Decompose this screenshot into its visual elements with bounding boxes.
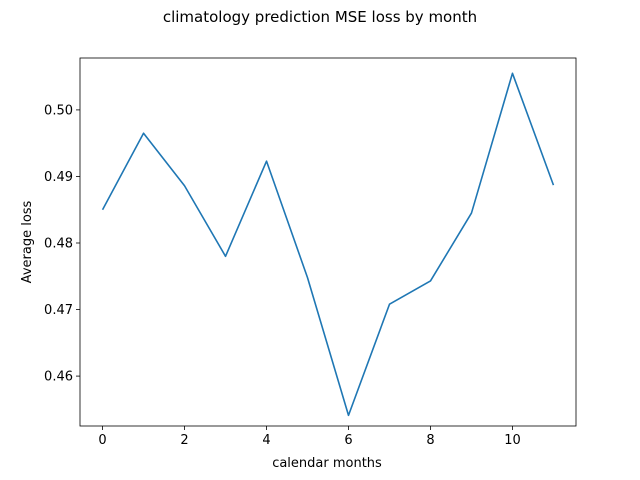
x-axis: 0 2 4 6 8 10 xyxy=(98,426,521,448)
x-tick-label: 0 xyxy=(98,433,106,448)
y-tick-label: 0.50 xyxy=(44,103,73,118)
x-axis-label: calendar months xyxy=(272,456,382,471)
axes-frame xyxy=(79,57,577,427)
x-tick-label: 6 xyxy=(344,433,352,448)
y-tick-label: 0.46 xyxy=(44,370,73,385)
y-tick-label: 0.47 xyxy=(44,303,73,318)
x-tick-label: 8 xyxy=(426,433,434,448)
y-tick-label: 0.48 xyxy=(44,236,73,251)
x-tick-label: 4 xyxy=(262,433,270,448)
y-axis: 0.46 0.47 0.48 0.49 0.50 xyxy=(44,103,80,385)
chart-title: climatology prediction MSE loss by month xyxy=(163,8,477,26)
plot-area: 0 2 4 6 8 10 0.46 0.47 0.48 0.49 0.50 xyxy=(44,57,577,448)
series-layer xyxy=(101,72,555,417)
x-tick-label: 2 xyxy=(180,433,188,448)
series-line xyxy=(101,72,555,417)
x-tick-label: 10 xyxy=(504,433,521,448)
y-tick-label: 0.49 xyxy=(44,170,73,185)
y-axis-label: Average loss xyxy=(20,200,35,283)
